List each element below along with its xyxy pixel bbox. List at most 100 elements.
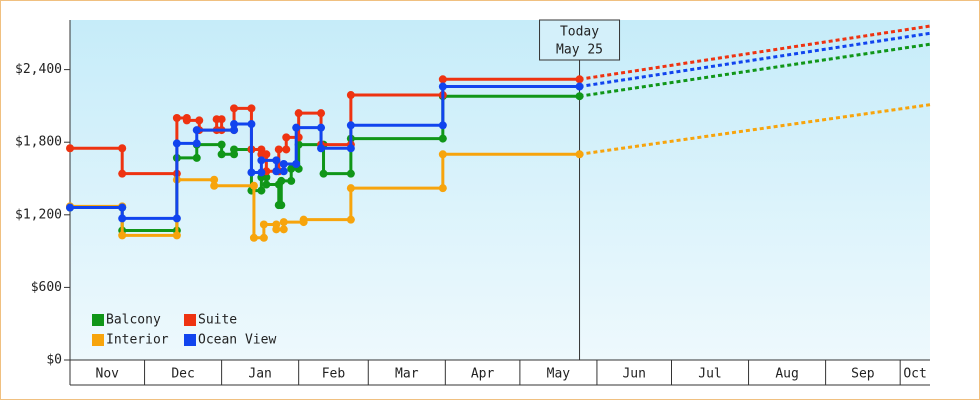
point — [217, 150, 226, 159]
x-tick-label: Jul — [698, 367, 721, 382]
point — [346, 169, 355, 178]
x-tick-label: Nov — [96, 367, 120, 382]
legend-label: Suite — [198, 313, 237, 328]
y-tick-label: $2,400 — [15, 62, 62, 77]
point — [192, 153, 201, 162]
point — [272, 167, 281, 176]
point — [230, 126, 239, 135]
point — [230, 104, 239, 113]
x-tick-label: Feb — [322, 367, 346, 382]
point — [257, 156, 266, 165]
point — [438, 134, 447, 143]
legend-swatch — [184, 314, 196, 326]
point — [257, 168, 266, 177]
point — [172, 114, 181, 123]
point — [230, 145, 239, 154]
point — [272, 225, 281, 234]
point — [317, 109, 326, 118]
legend-swatch — [92, 334, 104, 346]
point — [259, 233, 268, 242]
x-tick-label: Apr — [471, 367, 495, 382]
point — [575, 92, 584, 101]
point — [247, 120, 256, 129]
point — [438, 150, 447, 159]
point — [277, 176, 286, 185]
point — [262, 173, 271, 182]
y-tick-label: $1,200 — [15, 207, 62, 222]
point — [259, 220, 268, 229]
point — [279, 225, 288, 234]
point — [118, 144, 127, 153]
point — [575, 150, 584, 159]
today-label: May 25 — [556, 43, 603, 58]
x-tick-label: May — [547, 367, 571, 382]
point — [118, 203, 127, 212]
point — [346, 144, 355, 153]
point — [249, 181, 258, 190]
point — [279, 167, 288, 176]
x-tick-label: Aug — [775, 367, 798, 382]
point — [292, 159, 301, 168]
today-label: Today — [560, 25, 599, 40]
point — [294, 109, 303, 118]
legend-label: Balcony — [106, 313, 161, 328]
point — [438, 184, 447, 193]
point — [66, 203, 74, 212]
legend-swatch — [184, 334, 196, 346]
point — [118, 214, 127, 223]
y-tick-label: $1,800 — [15, 135, 62, 150]
point — [282, 145, 291, 154]
point — [172, 139, 181, 148]
point — [217, 115, 226, 124]
point — [319, 169, 328, 178]
projection-line — [579, 42, 931, 98]
point — [262, 150, 271, 159]
point — [195, 116, 204, 125]
point — [182, 116, 191, 125]
x-tick-label: Jun — [622, 367, 645, 382]
legend-label: Interior — [106, 333, 169, 348]
point — [210, 181, 219, 190]
point — [279, 218, 288, 227]
legend-swatch — [92, 314, 104, 326]
point — [317, 144, 326, 153]
point — [257, 186, 266, 195]
point — [247, 104, 256, 113]
projection-line — [579, 24, 931, 81]
point — [317, 123, 326, 132]
point — [575, 75, 584, 84]
x-tick-label: Sep — [851, 367, 875, 382]
y-tick-label: $0 — [46, 353, 62, 368]
point — [210, 175, 219, 184]
point — [346, 184, 355, 193]
point — [172, 214, 181, 223]
point — [292, 123, 301, 132]
y-tick-label: $600 — [31, 280, 62, 295]
point — [274, 145, 283, 154]
point — [438, 121, 447, 130]
point — [192, 126, 201, 135]
point — [575, 82, 584, 91]
point — [299, 215, 308, 224]
point — [438, 75, 447, 84]
legend-label: Ocean View — [198, 333, 276, 348]
x-tick-label: Jan — [248, 367, 271, 382]
x-tick-label: Dec — [171, 367, 194, 382]
point — [287, 176, 296, 185]
point — [172, 231, 181, 240]
point — [346, 121, 355, 130]
projection-line — [579, 31, 931, 89]
point — [279, 159, 288, 168]
point — [192, 139, 201, 148]
point — [66, 144, 74, 153]
point — [438, 82, 447, 91]
point — [249, 233, 258, 242]
point — [217, 140, 226, 149]
point — [118, 169, 127, 178]
point — [346, 215, 355, 224]
projection-line — [579, 103, 931, 156]
plot-area — [70, 20, 930, 360]
point — [272, 156, 281, 165]
point — [277, 201, 286, 210]
